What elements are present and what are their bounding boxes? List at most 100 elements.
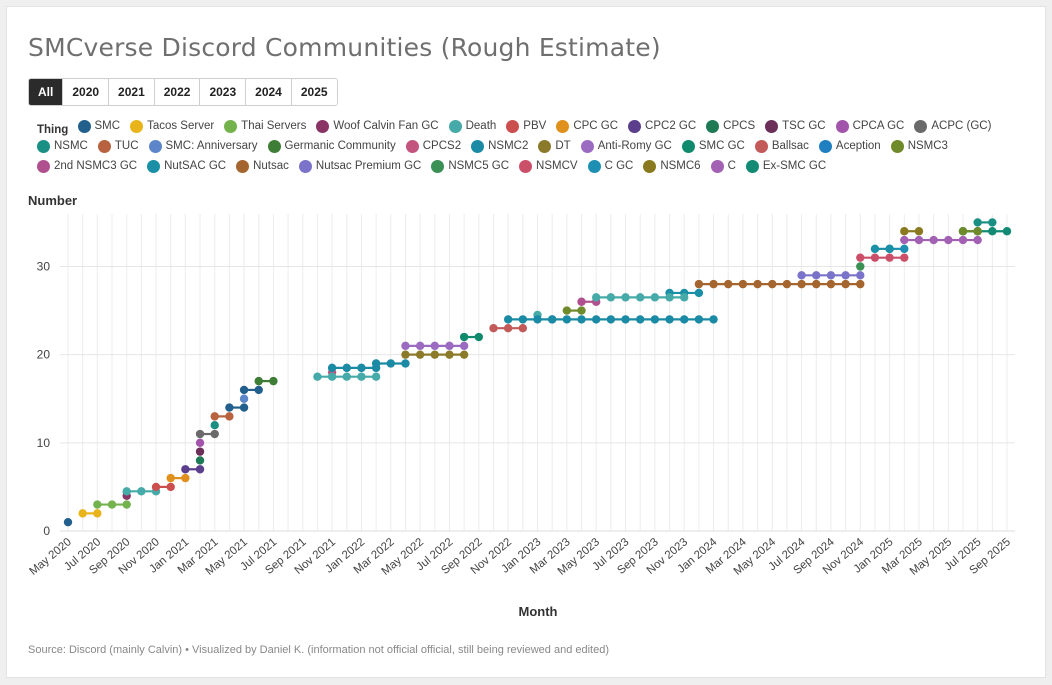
data-point[interactable] <box>181 473 190 483</box>
data-point[interactable] <box>459 341 469 351</box>
data-point[interactable] <box>225 412 234 421</box>
data-point[interactable] <box>826 271 836 280</box>
data-point[interactable] <box>914 227 924 236</box>
data-point[interactable] <box>122 487 131 496</box>
data-point[interactable] <box>797 271 806 280</box>
legend-item[interactable]: Aception <box>818 139 881 155</box>
legend-item[interactable]: C <box>710 159 736 175</box>
data-point[interactable] <box>856 271 865 280</box>
data-point[interactable] <box>1002 227 1012 236</box>
data-point[interactable] <box>474 332 484 342</box>
data-point[interactable] <box>606 315 616 324</box>
data-point[interactable] <box>430 341 439 351</box>
data-point[interactable] <box>166 473 175 483</box>
data-point[interactable] <box>122 500 131 509</box>
data-point[interactable] <box>636 293 645 302</box>
data-point[interactable] <box>577 306 586 315</box>
legend-item[interactable]: CPCA GC <box>835 119 904 135</box>
data-point[interactable] <box>856 253 865 262</box>
legend-item[interactable]: Woof Calvin Fan GC <box>316 119 439 135</box>
data-point[interactable] <box>401 350 410 359</box>
data-point[interactable] <box>621 293 630 302</box>
legend-item[interactable]: ACPC (GC) <box>914 119 991 135</box>
data-point[interactable] <box>357 363 366 373</box>
data-point[interactable] <box>900 227 909 236</box>
data-point[interactable] <box>870 253 880 262</box>
data-point[interactable] <box>709 315 718 324</box>
data-point[interactable] <box>93 509 102 518</box>
data-point[interactable] <box>210 412 219 421</box>
data-point[interactable] <box>591 293 601 302</box>
data-point[interactable] <box>445 341 454 351</box>
legend-item[interactable]: PBV <box>506 119 546 135</box>
data-point[interactable] <box>195 429 205 439</box>
data-point[interactable] <box>342 363 351 373</box>
data-point[interactable] <box>900 244 909 254</box>
data-point[interactable] <box>680 315 689 324</box>
data-point[interactable] <box>812 271 821 280</box>
data-point[interactable] <box>547 315 557 324</box>
data-point[interactable] <box>621 315 630 324</box>
legend-item[interactable]: C GC <box>587 159 633 175</box>
data-point[interactable] <box>724 279 733 289</box>
data-point[interactable] <box>900 235 909 245</box>
data-point[interactable] <box>958 235 968 245</box>
data-point[interactable] <box>753 279 762 289</box>
data-point[interactable] <box>973 218 982 227</box>
data-point[interactable] <box>195 438 205 448</box>
legend-item[interactable]: 2nd NSMC3 GC <box>37 159 137 175</box>
data-point[interactable] <box>841 271 850 280</box>
data-point[interactable] <box>988 218 997 227</box>
legend-item[interactable]: SMC: Anniversary <box>148 139 258 155</box>
legend-item[interactable]: NutSAC GC <box>147 159 226 175</box>
legend-item[interactable]: NSMC2 <box>471 139 528 155</box>
data-point[interactable] <box>562 315 572 324</box>
data-point[interactable] <box>856 279 865 289</box>
data-point[interactable] <box>973 227 982 236</box>
data-point[interactable] <box>914 235 924 245</box>
data-point[interactable] <box>958 227 968 236</box>
data-point[interactable] <box>401 359 410 368</box>
data-point[interactable] <box>415 341 425 351</box>
data-point[interactable] <box>885 253 894 262</box>
data-point[interactable] <box>812 279 821 289</box>
data-point[interactable] <box>210 420 219 430</box>
legend-item[interactable]: Tacos Server <box>130 119 214 135</box>
data-point[interactable] <box>709 279 718 289</box>
data-point[interactable] <box>694 288 704 298</box>
data-point[interactable] <box>518 324 528 333</box>
legend-item[interactable]: SMC <box>77 119 120 135</box>
tab-all[interactable]: All <box>29 79 64 105</box>
legend-item[interactable]: Anti-Romy GC <box>580 139 672 155</box>
data-point[interactable] <box>78 509 87 518</box>
data-point[interactable] <box>459 332 469 342</box>
data-point[interactable] <box>342 372 351 381</box>
legend-item[interactable]: NSMCV <box>519 159 578 175</box>
data-point[interactable] <box>694 315 704 324</box>
data-point[interactable] <box>166 482 175 492</box>
data-point[interactable] <box>239 403 249 412</box>
data-point[interactable] <box>665 315 674 324</box>
data-point[interactable] <box>636 315 645 324</box>
data-point[interactable] <box>503 315 513 324</box>
data-point[interactable] <box>797 279 806 289</box>
data-point[interactable] <box>137 487 146 496</box>
data-point[interactable] <box>929 235 938 245</box>
legend-item[interactable]: CPC GC <box>556 119 618 135</box>
data-point[interactable] <box>181 465 190 474</box>
data-point[interactable] <box>107 500 117 509</box>
data-point[interactable] <box>856 262 865 271</box>
data-point[interactable] <box>357 372 366 381</box>
data-point[interactable] <box>694 279 704 289</box>
data-point[interactable] <box>562 306 572 315</box>
legend-item[interactable]: Thai Servers <box>224 119 306 135</box>
data-point[interactable] <box>415 350 425 359</box>
data-point[interactable] <box>489 324 498 333</box>
legend-item[interactable]: NSMC <box>37 139 88 155</box>
data-point[interactable] <box>225 403 234 412</box>
data-point[interactable] <box>371 363 381 373</box>
data-point[interactable] <box>254 376 263 386</box>
data-point[interactable] <box>459 350 469 359</box>
data-point[interactable] <box>988 227 997 236</box>
data-point[interactable] <box>63 517 73 527</box>
